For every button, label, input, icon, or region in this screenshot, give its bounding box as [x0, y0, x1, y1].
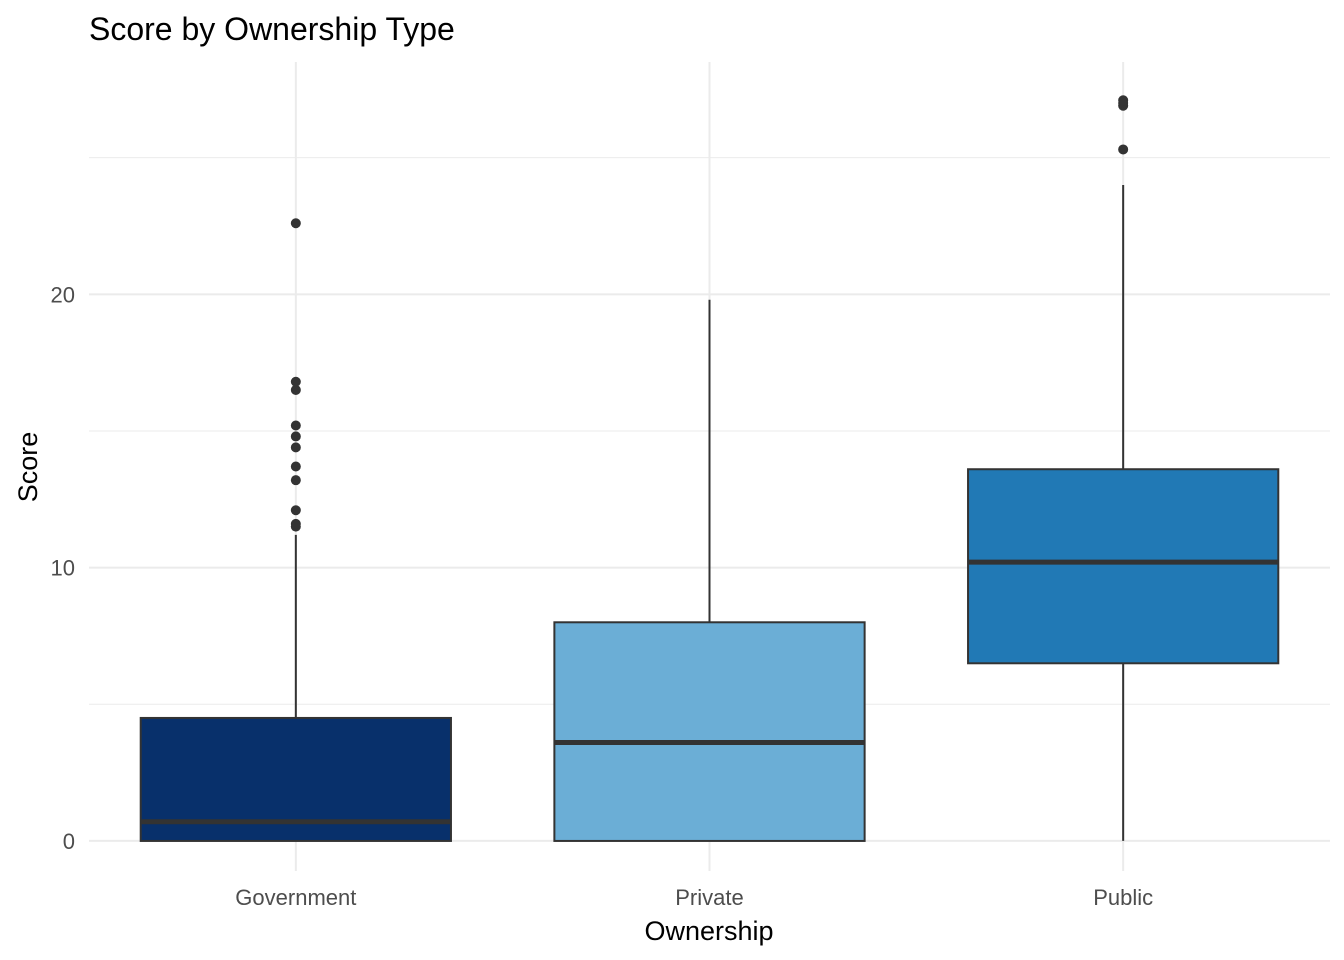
x-tick-label: Government: [235, 885, 356, 910]
x-tick-label: Private: [675, 885, 743, 910]
x-tick-label: Public: [1093, 885, 1153, 910]
box-public: [967, 95, 1280, 841]
outlier-point: [290, 505, 301, 516]
y-tick-label: 20: [51, 282, 75, 307]
outlier-point: [290, 431, 301, 442]
outlier-point: [290, 518, 301, 529]
y-tick-label: 0: [63, 829, 75, 854]
outlier-point: [290, 461, 301, 472]
outlier-point: [290, 442, 301, 453]
outlier-point: [290, 384, 301, 395]
outlier-point: [1118, 144, 1129, 155]
y-axis-title: Score: [13, 432, 43, 503]
chart-title: Score by Ownership Type: [89, 11, 455, 47]
outlier-point: [290, 376, 301, 387]
tick-labels: 0 10 20 Government Private Public: [51, 282, 1154, 910]
boxes: [139, 95, 1280, 842]
box-private: [553, 299, 866, 842]
outlier-point: [1118, 95, 1129, 106]
outlier-point: [290, 475, 301, 486]
box-iqr: [967, 468, 1280, 665]
outlier-point: [290, 218, 301, 229]
box-government: [139, 218, 452, 842]
y-tick-label: 10: [51, 556, 75, 581]
outlier-point: [290, 420, 301, 431]
x-axis-title: Ownership: [644, 916, 773, 946]
box-iqr: [553, 621, 866, 842]
